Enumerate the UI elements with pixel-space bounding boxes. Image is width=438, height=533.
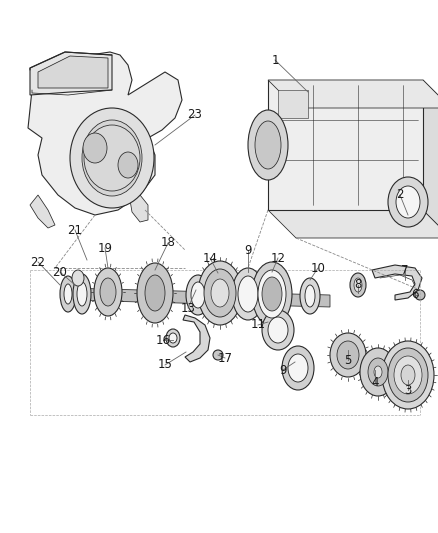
Ellipse shape	[64, 284, 72, 304]
Polygon shape	[372, 265, 422, 300]
Text: 2: 2	[396, 189, 404, 201]
Polygon shape	[65, 288, 330, 307]
Ellipse shape	[232, 268, 264, 320]
Polygon shape	[130, 195, 148, 222]
Text: 15: 15	[158, 359, 173, 372]
Text: 14: 14	[202, 252, 218, 264]
Ellipse shape	[186, 275, 210, 315]
Ellipse shape	[305, 285, 315, 307]
Ellipse shape	[94, 268, 122, 316]
Polygon shape	[183, 315, 210, 362]
Text: 8: 8	[354, 279, 362, 292]
Ellipse shape	[337, 341, 359, 369]
Ellipse shape	[374, 366, 382, 378]
Text: 13: 13	[180, 302, 195, 314]
Ellipse shape	[268, 317, 288, 343]
Polygon shape	[278, 90, 308, 118]
Polygon shape	[268, 80, 438, 108]
Ellipse shape	[198, 261, 242, 325]
Ellipse shape	[262, 310, 294, 350]
Text: 23: 23	[187, 109, 202, 122]
Ellipse shape	[282, 346, 314, 390]
Ellipse shape	[137, 263, 173, 323]
Text: 22: 22	[31, 255, 46, 269]
Ellipse shape	[258, 270, 286, 318]
Ellipse shape	[394, 356, 422, 394]
Text: 18: 18	[161, 237, 176, 249]
Ellipse shape	[354, 278, 362, 292]
Ellipse shape	[288, 354, 308, 382]
Text: 6: 6	[411, 288, 419, 302]
Ellipse shape	[191, 282, 205, 308]
Ellipse shape	[238, 276, 258, 312]
Ellipse shape	[166, 329, 180, 347]
Polygon shape	[268, 210, 438, 238]
Ellipse shape	[77, 282, 87, 306]
Ellipse shape	[204, 269, 236, 317]
Text: 17: 17	[218, 351, 233, 365]
Ellipse shape	[60, 276, 76, 312]
Ellipse shape	[401, 365, 415, 385]
Ellipse shape	[100, 278, 116, 306]
Ellipse shape	[248, 110, 288, 180]
Text: 19: 19	[98, 241, 113, 254]
Text: 20: 20	[53, 265, 67, 279]
Text: 12: 12	[271, 252, 286, 264]
Ellipse shape	[70, 108, 154, 208]
Ellipse shape	[350, 273, 366, 297]
Text: 9: 9	[244, 244, 252, 256]
Polygon shape	[30, 52, 112, 95]
Polygon shape	[28, 52, 182, 215]
Ellipse shape	[83, 133, 107, 163]
Ellipse shape	[388, 348, 428, 402]
Text: 4: 4	[371, 376, 379, 390]
Ellipse shape	[118, 152, 138, 178]
Ellipse shape	[415, 290, 425, 300]
Ellipse shape	[252, 262, 292, 326]
Ellipse shape	[82, 120, 142, 196]
Ellipse shape	[145, 275, 165, 311]
Text: 3: 3	[404, 384, 412, 397]
Text: 10: 10	[311, 262, 325, 274]
Ellipse shape	[388, 177, 428, 227]
Text: 7: 7	[401, 263, 409, 277]
Ellipse shape	[72, 270, 84, 286]
Ellipse shape	[262, 277, 282, 311]
Polygon shape	[30, 195, 55, 228]
Ellipse shape	[382, 341, 434, 409]
Ellipse shape	[255, 121, 281, 169]
Polygon shape	[268, 80, 423, 210]
Polygon shape	[423, 80, 438, 238]
Text: 16: 16	[155, 334, 170, 346]
Text: 1: 1	[271, 53, 279, 67]
Ellipse shape	[300, 278, 320, 314]
Polygon shape	[38, 56, 108, 88]
Ellipse shape	[396, 186, 420, 218]
Ellipse shape	[213, 350, 223, 360]
Ellipse shape	[368, 358, 388, 386]
Ellipse shape	[330, 333, 366, 377]
Ellipse shape	[84, 125, 140, 191]
Ellipse shape	[360, 348, 396, 396]
Ellipse shape	[211, 279, 229, 307]
Ellipse shape	[169, 333, 177, 343]
Text: 9: 9	[279, 364, 287, 376]
Text: 5: 5	[344, 353, 352, 367]
Text: 21: 21	[67, 223, 82, 237]
Text: 11: 11	[251, 319, 265, 332]
Ellipse shape	[73, 274, 91, 314]
